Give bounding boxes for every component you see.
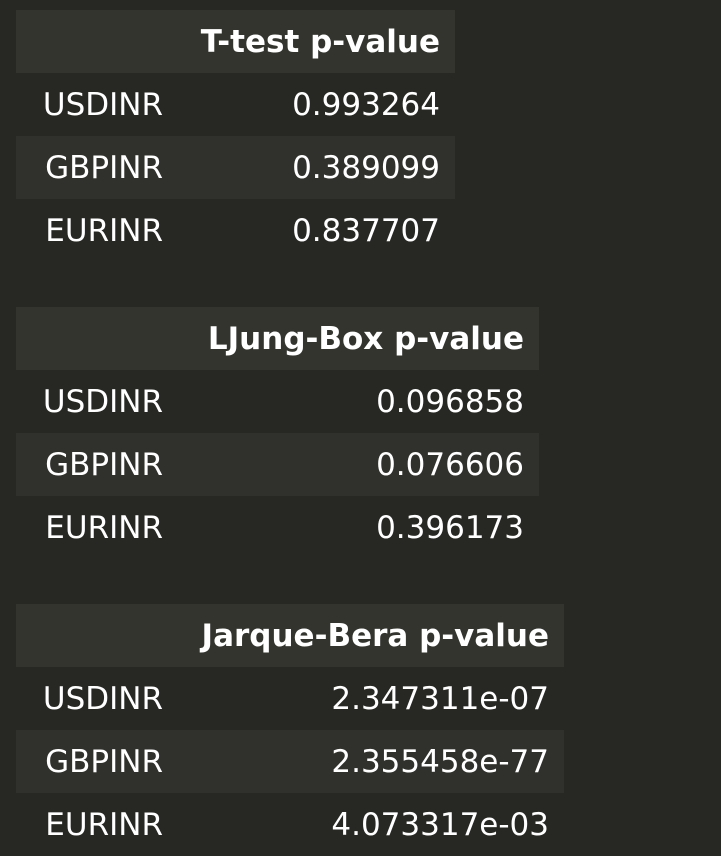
- row-index: USDINR: [42, 86, 163, 123]
- column-header: Jarque-Bera p-value: [201, 617, 549, 654]
- ljung-box-table: LJung-Box p-value USDINR 0.096858 GBPINR…: [16, 307, 539, 559]
- table-row: EURINR 0.837707: [16, 199, 455, 262]
- table-row: GBPINR 0.076606: [16, 433, 539, 496]
- table-row: USDINR 2.347311e-07: [16, 667, 564, 730]
- row-index: USDINR: [42, 680, 163, 717]
- cell-value: 0.389099: [292, 149, 440, 186]
- row-index: EURINR: [45, 212, 163, 249]
- row-index: GBPINR: [45, 149, 163, 186]
- cell-value: 2.347311e-07: [331, 680, 549, 717]
- row-index: GBPINR: [45, 743, 163, 780]
- column-header: T-test p-value: [200, 23, 440, 60]
- row-index: EURINR: [45, 806, 163, 843]
- cell-value: 0.396173: [376, 509, 524, 546]
- ttest-table: T-test p-value USDINR 0.993264 GBPINR 0.…: [16, 10, 455, 262]
- table-header-row: T-test p-value: [16, 10, 455, 73]
- table-row: USDINR 0.993264: [16, 73, 455, 136]
- row-index: USDINR: [42, 383, 163, 420]
- table-header-row: Jarque-Bera p-value: [16, 604, 564, 667]
- row-index: EURINR: [45, 509, 163, 546]
- row-index: GBPINR: [45, 446, 163, 483]
- index-header: [16, 10, 193, 73]
- table-row: GBPINR 0.389099: [16, 136, 455, 199]
- cell-value: 0.993264: [292, 86, 440, 123]
- index-header: [16, 307, 193, 370]
- cell-value: 0.837707: [292, 212, 440, 249]
- column-header: LJung-Box p-value: [207, 320, 524, 357]
- table-row: GBPINR 2.355458e-77: [16, 730, 564, 793]
- index-header: [16, 604, 193, 667]
- cell-value: 0.076606: [376, 446, 524, 483]
- table-row: USDINR 0.096858: [16, 370, 539, 433]
- table-row: EURINR 4.073317e-03: [16, 793, 564, 856]
- table-row: EURINR 0.396173: [16, 496, 539, 559]
- cell-value: 0.096858: [376, 383, 524, 420]
- jarque-bera-table: Jarque-Bera p-value USDINR 2.347311e-07 …: [16, 604, 564, 856]
- cell-value: 2.355458e-77: [331, 743, 549, 780]
- table-header-row: LJung-Box p-value: [16, 307, 539, 370]
- cell-value: 4.073317e-03: [331, 806, 549, 843]
